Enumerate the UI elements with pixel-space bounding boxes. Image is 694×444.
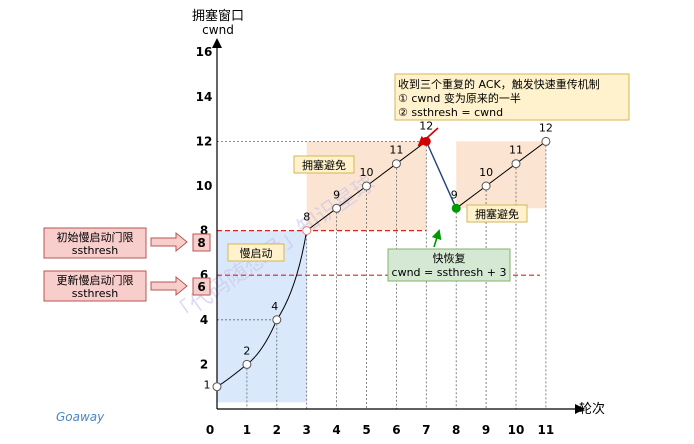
data-point-label: 2 (243, 344, 250, 357)
data-point (481, 181, 491, 191)
threshold-8-label: 8 (197, 236, 205, 250)
ack-callout-line1: 收到三个重复的 ACK，触发快速重传机制 (398, 77, 600, 91)
data-point-label: 8 (303, 211, 310, 224)
fast-recovery-line1: 快恢复 (433, 251, 466, 265)
y-tick-label: 6 (200, 268, 208, 282)
curve-recovery-segment (455, 140, 547, 209)
y-tick-label: 4 (200, 313, 208, 327)
drop-segment (425, 141, 457, 209)
data-point (451, 203, 461, 213)
threshold-6-label: 6 (197, 280, 205, 294)
y-axis-title: 拥塞窗口 (192, 8, 244, 24)
data-point (302, 226, 312, 236)
data-point (212, 382, 222, 392)
x-tick-label: 3 (303, 423, 311, 437)
y-tick-label: 16 (196, 45, 213, 59)
data-point (511, 159, 521, 169)
slow-start-label-box (227, 243, 285, 262)
fast-recovery-box (387, 248, 511, 282)
fast-recovery-line2: cwnd = ssthresh + 3 (392, 266, 507, 279)
data-point (362, 181, 371, 191)
x-tick-label: 7 (422, 423, 430, 437)
y-axis-subtitle: cwnd (202, 23, 234, 37)
data-point (541, 136, 551, 146)
data-point (391, 159, 401, 169)
x-tick-label: 2 (273, 423, 281, 437)
fast-recovery-arrow (431, 229, 442, 248)
y-tick-label: 10 (196, 179, 213, 193)
x-tick-label: 0 (206, 423, 214, 437)
congestion-avoid-label-1: 拥塞避免 (302, 158, 346, 172)
y-tick-label: 8 (200, 224, 208, 238)
x-axis-title: 轮次 (579, 401, 605, 417)
x-tick-label: 10 (508, 423, 525, 437)
threshold-8-box (192, 233, 211, 252)
data-point-label: 9 (451, 188, 458, 201)
initial-ssthresh-line1: 初始慢启动门限 (57, 230, 134, 244)
data-point-label: 10 (360, 166, 374, 179)
data-point (272, 315, 282, 325)
y-tick-label: 2 (200, 357, 208, 371)
updated-ssthresh-line2: ssthresh (72, 287, 119, 300)
threshold-6-box (192, 277, 211, 296)
y-tick-label: 12 (196, 134, 213, 148)
congestion-avoid-label-box-1 (293, 155, 355, 174)
updated-ssthresh-line1: 更新慢启动门限 (57, 273, 134, 287)
signature: Goaway (56, 410, 105, 424)
ack-callout-line2: ① cwnd 变为原来的一半 (398, 91, 521, 105)
data-point-label: 11 (509, 144, 523, 157)
slow-start-label: 慢启动 (240, 247, 273, 260)
y-tick-label: 14 (196, 90, 213, 104)
initial-ssthresh-box (43, 227, 147, 259)
data-point-label: 12 (539, 121, 553, 134)
data-point-label: 9 (333, 188, 340, 201)
ack-callout-box (394, 73, 630, 121)
data-point-label: 10 (479, 166, 493, 179)
data-point-label: 12 (419, 119, 433, 132)
data-point-label: 1 (204, 379, 211, 392)
data-point-label: 4 (271, 300, 278, 313)
x-tick-label: 1 (243, 423, 251, 437)
initial-ssthresh-line2: ssthresh (72, 244, 119, 257)
congestion-avoid-label-2: 拥塞避免 (475, 207, 519, 221)
updated-ssthresh-box (43, 270, 147, 302)
x-tick-label: 9 (482, 423, 490, 437)
x-tick-label: 11 (538, 423, 555, 437)
ack-arrow (417, 127, 439, 147)
x-tick-label: 6 (392, 423, 400, 437)
x-tick-label: 5 (362, 423, 370, 437)
updated-ssthresh-arrow (150, 275, 188, 297)
curve-main-segment (216, 140, 427, 388)
threshold-lines (217, 230, 540, 276)
data-point (332, 203, 342, 213)
data-point (242, 359, 252, 369)
x-tick-label: 8 (452, 423, 460, 437)
data-point-label: 11 (389, 144, 403, 157)
x-tick-label: 4 (332, 423, 340, 437)
ack-callout-line3: ② ssthresh = cwnd (398, 106, 503, 119)
initial-ssthresh-arrow (150, 231, 188, 253)
congestion-avoid-label-box-2 (466, 204, 528, 223)
